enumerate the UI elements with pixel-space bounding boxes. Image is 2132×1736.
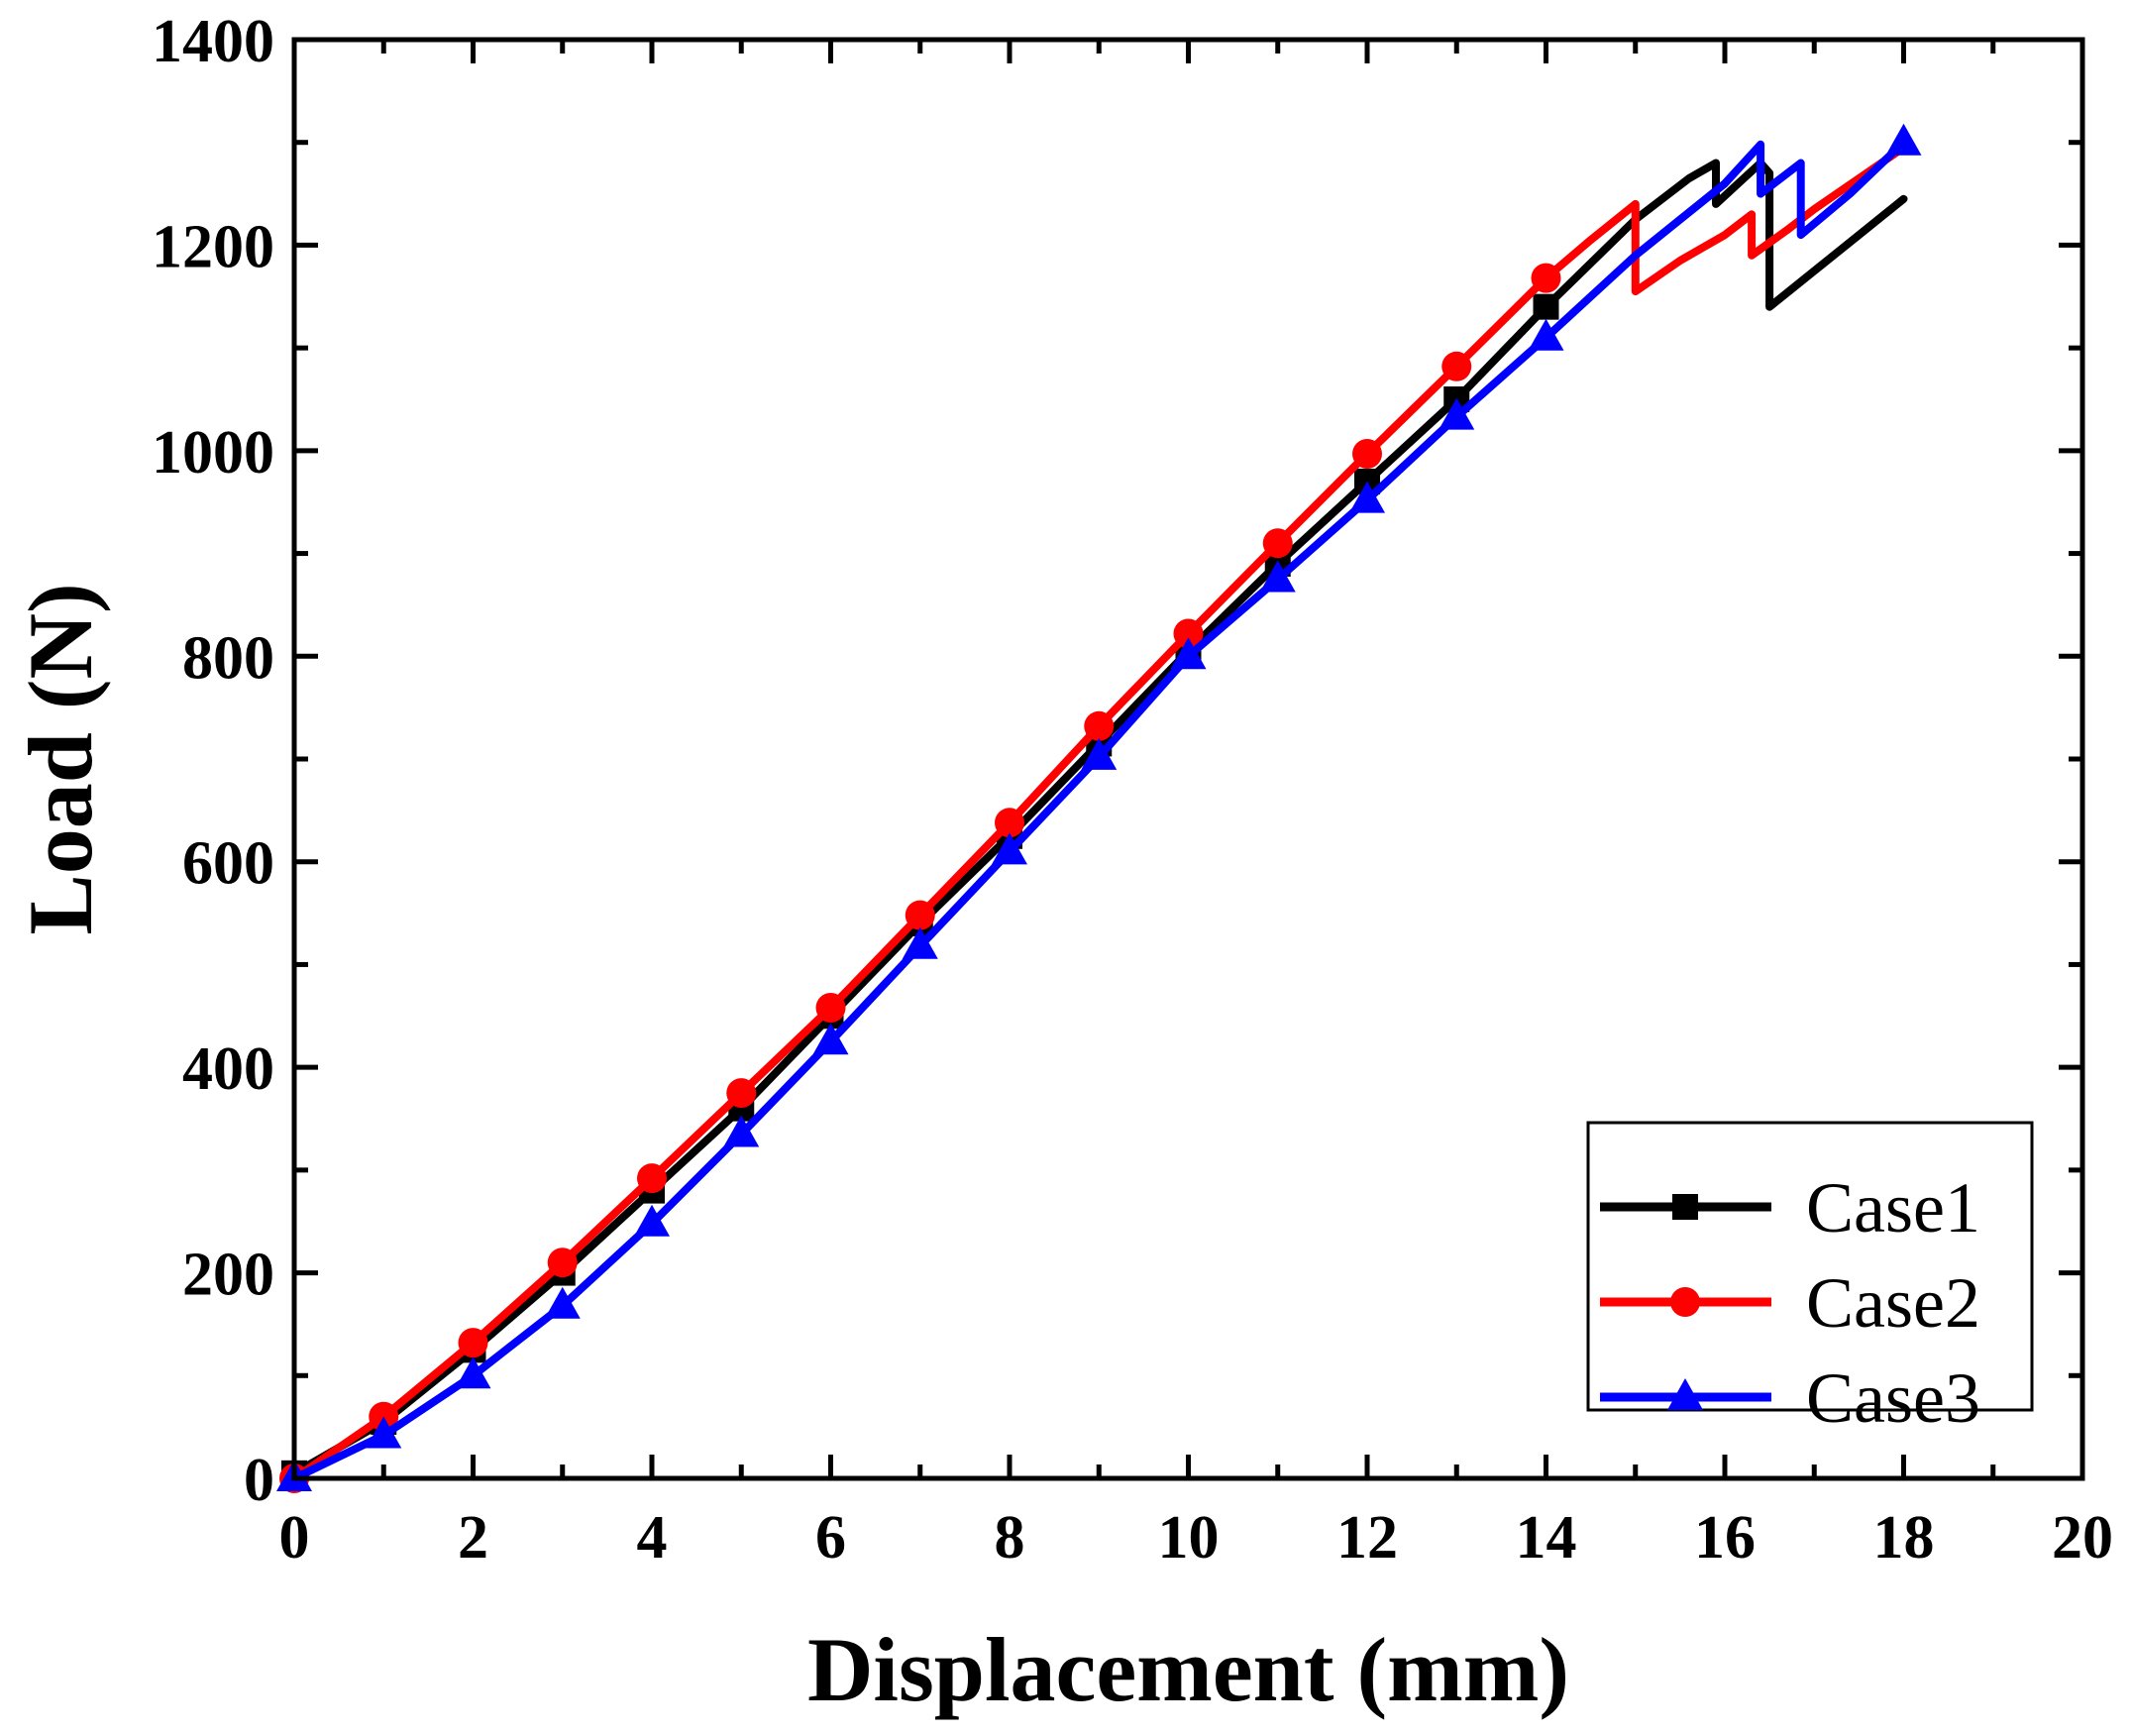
- marker-case3: [1349, 481, 1385, 513]
- x-tick-label: 20: [2052, 1504, 2113, 1572]
- legend-box: [1586, 1121, 2034, 1412]
- legend: Case1 Case2 Case3: [1586, 1121, 2034, 1438]
- marker-case2: [1173, 618, 1204, 649]
- marker-case2: [637, 1163, 667, 1194]
- marker-case2: [815, 992, 846, 1023]
- series-case2: [279, 143, 1908, 1493]
- marker-case2: [905, 900, 935, 930]
- marker-case3: [992, 832, 1027, 865]
- legend-marker-case3: [1667, 1378, 1703, 1410]
- x-tick-label: 8: [995, 1504, 1025, 1572]
- marker-case1: [1533, 293, 1559, 320]
- y-tick-label: 0: [244, 1447, 274, 1514]
- legend-marker-case2: [1670, 1287, 1700, 1317]
- legend-item-case3: Case3: [1600, 1358, 1980, 1438]
- marker-case2: [1441, 351, 1472, 381]
- x-tick-label: 12: [1336, 1504, 1398, 1572]
- y-tick-label: 800: [182, 624, 274, 692]
- marker-case3: [1439, 397, 1475, 430]
- marker-case2: [458, 1328, 488, 1358]
- series-case3: [276, 123, 1922, 1491]
- legend-label-case2: Case2: [1806, 1263, 1980, 1343]
- marker-case2: [995, 808, 1024, 838]
- x-tick-label: 18: [1873, 1504, 1935, 1572]
- x-tick-label: 4: [637, 1504, 668, 1572]
- marker-case3: [902, 926, 938, 959]
- x-tick-label: 0: [279, 1504, 310, 1572]
- marker-case3: [634, 1204, 670, 1237]
- y-tick-label: 1400: [152, 8, 274, 75]
- series-line-case2: [290, 143, 1908, 1482]
- x-tick-label: 2: [458, 1504, 488, 1572]
- y-axis-label: Load (N): [10, 583, 111, 934]
- legend-item-case1: Case1: [1600, 1168, 1980, 1248]
- x-tick-label: 10: [1158, 1504, 1220, 1572]
- marker-case3: [366, 1416, 402, 1449]
- marker-case3: [723, 1115, 760, 1147]
- series-layer: [276, 123, 1922, 1493]
- legend-label-case3: Case3: [1806, 1358, 1980, 1438]
- x-tick-label: 16: [1694, 1504, 1756, 1572]
- marker-case3: [544, 1286, 581, 1319]
- marker-case2: [547, 1248, 578, 1278]
- tick-layer: 0 2 4 6 8 10 12 14 16 18 2002004006008001000120014…: [152, 8, 2113, 1572]
- marker-case3: [455, 1356, 491, 1389]
- series-line-case1: [290, 159, 1908, 1477]
- y-tick-label: 1200: [152, 213, 274, 280]
- marker-case2: [1531, 263, 1561, 293]
- marker-case3: [1528, 318, 1564, 351]
- marker-case3: [812, 1023, 849, 1055]
- legend-marker-case1: [1672, 1194, 1698, 1220]
- marker-case2: [1262, 528, 1293, 559]
- legend-label-case1: Case1: [1806, 1168, 1980, 1248]
- marker-case3: [1259, 560, 1296, 593]
- legend-item-case2: Case2: [1600, 1263, 1980, 1343]
- marker-case2: [1352, 438, 1382, 469]
- marker-case3: [1885, 123, 1922, 156]
- x-tick-label: 14: [1516, 1504, 1577, 1572]
- y-tick-label: 400: [182, 1035, 274, 1103]
- y-tick-label: 200: [182, 1242, 274, 1309]
- x-axis-label: Displacement (mm): [807, 1619, 1569, 1720]
- x-tick-label: 6: [815, 1504, 846, 1572]
- y-tick-label: 600: [182, 830, 274, 898]
- marker-case2: [1084, 710, 1115, 741]
- y-tick-label: 1000: [152, 419, 274, 487]
- marker-case3: [1170, 637, 1207, 670]
- marker-case3: [1081, 737, 1118, 770]
- marker-case2: [726, 1078, 757, 1109]
